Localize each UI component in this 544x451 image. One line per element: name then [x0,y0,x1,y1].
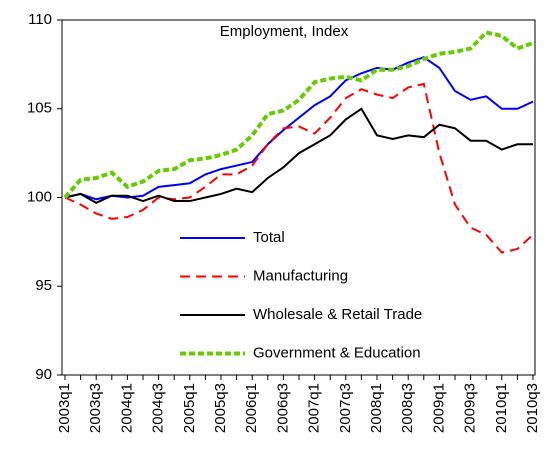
legend-label: Government & Education [253,344,421,361]
x-tick-label: 2008q1 [368,383,385,433]
x-tick-label: 2010q1 [493,383,510,433]
series-line [64,107,533,204]
legend-label: Total [253,229,285,246]
x-tick-label: 2009q3 [462,383,479,433]
x-tick-label: 2010q3 [524,383,541,433]
series-line [64,56,534,201]
x-tick-label: 2006q3 [274,383,291,433]
x-tick-label: 2007q3 [337,383,354,433]
x-tick-label: 2005q1 [181,383,198,433]
legend-label: Wholesale & Retail Trade [253,306,422,323]
legend-label: Manufacturing [253,267,348,284]
y-tick-label: 100 [27,188,52,205]
x-tick-label: 2006q1 [243,383,260,433]
x-tick-label: 2009q1 [430,383,447,433]
y-tick-label: 110 [28,11,52,28]
x-tick-label: 2004q3 [150,383,167,433]
chart-title: Employment, Index [220,23,349,40]
series-line [64,82,534,254]
x-tick-label: 2007q1 [306,383,323,433]
x-tick-label: 2003q1 [56,383,73,433]
x-tick-label: 2008q3 [399,383,416,433]
x-tick-label: 2004q1 [118,383,135,433]
x-tick-label: 2003q3 [87,383,104,433]
x-tick-label: 2005q3 [212,383,229,433]
y-tick-label: 105 [27,100,52,117]
y-tick-label: 95 [35,277,52,294]
y-tick-label: 90 [35,366,52,383]
series-line [63,30,534,199]
